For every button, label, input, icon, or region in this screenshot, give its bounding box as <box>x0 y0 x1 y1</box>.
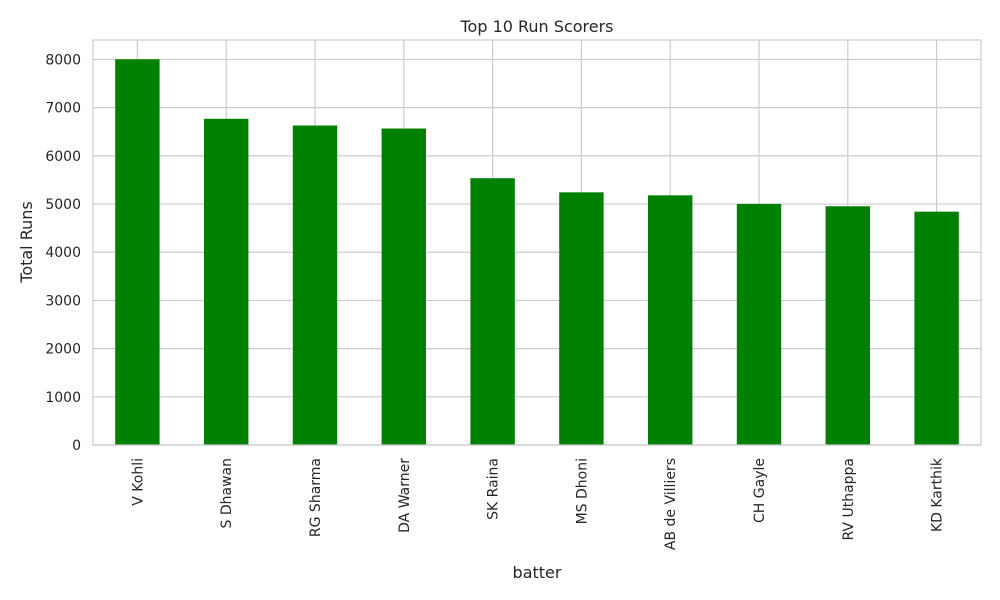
x-tick-label: DA Warner <box>397 458 413 533</box>
y-tick-label: 0 <box>72 438 81 454</box>
x-tick-label: RG Sharma <box>308 458 324 537</box>
x-tick-label: KD Karthik <box>930 457 946 532</box>
x-tick-label: S Dhawan <box>219 458 235 528</box>
x-axis-title: batter <box>513 563 562 582</box>
y-tick-label: 1000 <box>45 390 81 406</box>
bar <box>292 125 338 446</box>
bar <box>825 206 870 445</box>
y-axis-title: Total Runs <box>17 201 36 283</box>
bar <box>115 59 160 445</box>
chart-title: Top 10 Run Scorers <box>459 17 613 36</box>
x-tick-label: RV Uthappa <box>841 458 857 541</box>
bar <box>648 195 693 445</box>
y-tick-label: 7000 <box>45 101 81 117</box>
x-tick-label: MS Dhoni <box>574 458 590 524</box>
x-tick-label: V Kohli <box>130 458 146 506</box>
x-tick-label: CH Gayle <box>752 458 768 523</box>
bar <box>381 128 426 446</box>
bars <box>115 59 959 446</box>
x-tick-label: AB de Villiers <box>663 458 679 550</box>
y-tick-label: 3000 <box>45 293 81 309</box>
y-tick-label: 4000 <box>45 245 81 261</box>
bar <box>559 192 604 445</box>
x-tick-label: SK Raina <box>486 458 502 520</box>
bar <box>470 178 515 445</box>
y-tick-label: 8000 <box>45 52 81 68</box>
x-tick-labels: V Kohli S Dhawan RG Sharma DA Warner SK Rain… <box>130 457 945 550</box>
y-tick-label: 2000 <box>45 342 81 358</box>
bar <box>736 203 782 445</box>
bar <box>204 118 249 445</box>
y-tick-labels: 0 1000 2000 3000 4000 5000 6000 7000 8000 <box>45 52 81 454</box>
y-tick-label: 5000 <box>45 197 81 213</box>
y-tick-label: 6000 <box>45 149 81 165</box>
bar <box>914 211 959 445</box>
plot-frame <box>92 39 982 446</box>
